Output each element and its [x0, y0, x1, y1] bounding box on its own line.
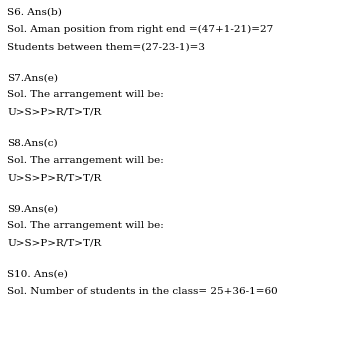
Text: Sol. The arrangement will be:: Sol. The arrangement will be:: [7, 221, 164, 230]
Text: Sol. The arrangement will be:: Sol. The arrangement will be:: [7, 90, 164, 99]
Text: U>S>P>R/T>T/R: U>S>P>R/T>T/R: [7, 108, 101, 117]
Text: Sol. Number of students in the class= 25+36-1=60: Sol. Number of students in the class= 25…: [7, 287, 278, 296]
Text: Students between them=(27-23-1)=3: Students between them=(27-23-1)=3: [7, 42, 205, 51]
Text: U>S>P>R/T>T/R: U>S>P>R/T>T/R: [7, 239, 101, 248]
Text: S7.Ans(e): S7.Ans(e): [7, 73, 58, 82]
Text: S6. Ans(b): S6. Ans(b): [7, 8, 62, 17]
Text: S9.Ans(e): S9.Ans(e): [7, 204, 58, 213]
Text: U>S>P>R/T>T/R: U>S>P>R/T>T/R: [7, 173, 101, 182]
Text: Sol. Aman position from right end =(47+1-21)=27: Sol. Aman position from right end =(47+1…: [7, 25, 273, 34]
Text: S8.Ans(c): S8.Ans(c): [7, 139, 58, 148]
Text: S10. Ans(e): S10. Ans(e): [7, 270, 68, 279]
Text: Sol. The arrangement will be:: Sol. The arrangement will be:: [7, 156, 164, 165]
